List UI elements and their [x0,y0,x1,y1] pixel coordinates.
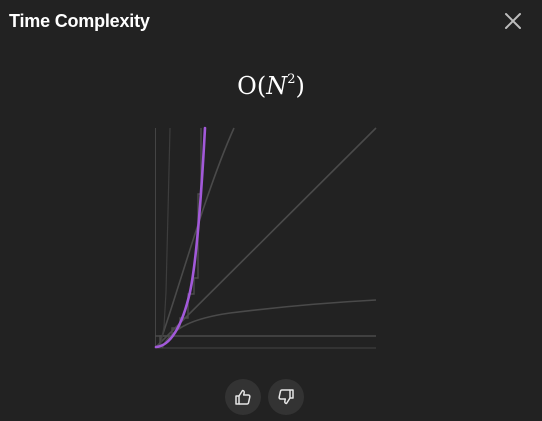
curve-quadratic-highlighted [154,126,207,349]
complexity-label: O(N2) [0,70,542,102]
curve-linearithmic [157,127,235,349]
thumbs-down-button[interactable] [268,379,304,415]
close-button[interactable] [503,11,523,31]
close-icon [505,13,521,29]
curve-factorial [159,127,171,349]
complexity-variable: N [266,72,288,100]
complexity-exponent: 2 [287,72,296,87]
complexity-prefix: O( [237,72,267,100]
panel-title: Time Complexity [9,11,150,31]
thumbs-up-icon [235,389,251,405]
curve-logarithmic [161,299,377,349]
complexity-suffix: ) [295,72,305,100]
thumbs-up-button[interactable] [225,379,261,415]
curve-exponential [159,128,202,348]
curve-linear [154,127,377,349]
thumbs-down-icon [278,389,294,405]
complexity-graph [154,126,377,349]
